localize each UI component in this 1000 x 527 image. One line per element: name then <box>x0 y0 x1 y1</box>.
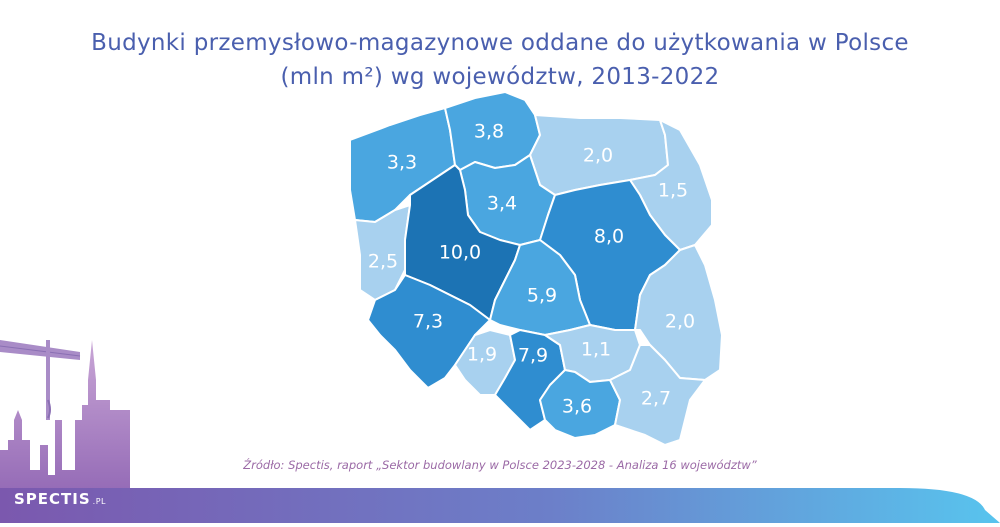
logo-suffix: .PL <box>92 497 106 506</box>
label-lubuskie: 2,5 <box>368 251 398 273</box>
chart-title: Budynki przemysłowo-magazynowe oddane do… <box>0 26 1000 94</box>
region-labels: 3,3 3,8 2,0 1,5 3,4 2,5 10,0 8,0 5,9 7,3… <box>368 121 695 418</box>
title-line-2: (mln m²) wg województw, 2013-2022 <box>280 64 720 90</box>
label-swietokrzyskie: 1,1 <box>581 339 611 361</box>
label-slaskie: 7,9 <box>518 345 548 367</box>
label-zachodniopomorskie: 3,3 <box>387 152 417 174</box>
label-mazowieckie: 8,0 <box>594 226 624 248</box>
logo-name: SPECTIS <box>14 490 91 508</box>
label-warminsko-mazurskie: 2,0 <box>583 145 613 167</box>
label-lubelskie: 2,0 <box>665 311 695 333</box>
label-opolskie: 1,9 <box>467 344 497 366</box>
source-note: Źródło: Spectis, raport „Sektor budowlan… <box>243 458 757 472</box>
title-line-1: Budynki przemysłowo-magazynowe oddane do… <box>91 30 909 56</box>
label-pomorskie: 3,8 <box>474 121 504 143</box>
label-lodzkie: 5,9 <box>527 285 557 307</box>
label-wielkopolskie: 10,0 <box>439 242 481 264</box>
label-podlaskie: 1,5 <box>658 180 688 202</box>
label-kujawsko-pomorskie: 3,4 <box>487 193 517 215</box>
label-malopolskie: 3,6 <box>562 396 592 418</box>
region-podkarpackie <box>609 344 706 446</box>
voivodeships <box>349 91 723 446</box>
label-dolnoslaskie: 7,3 <box>413 311 443 333</box>
spectis-logo[interactable]: SPECTIS .PL <box>14 490 106 508</box>
skyline-illustration <box>0 340 1000 523</box>
label-podkarpackie: 2,7 <box>641 388 671 410</box>
